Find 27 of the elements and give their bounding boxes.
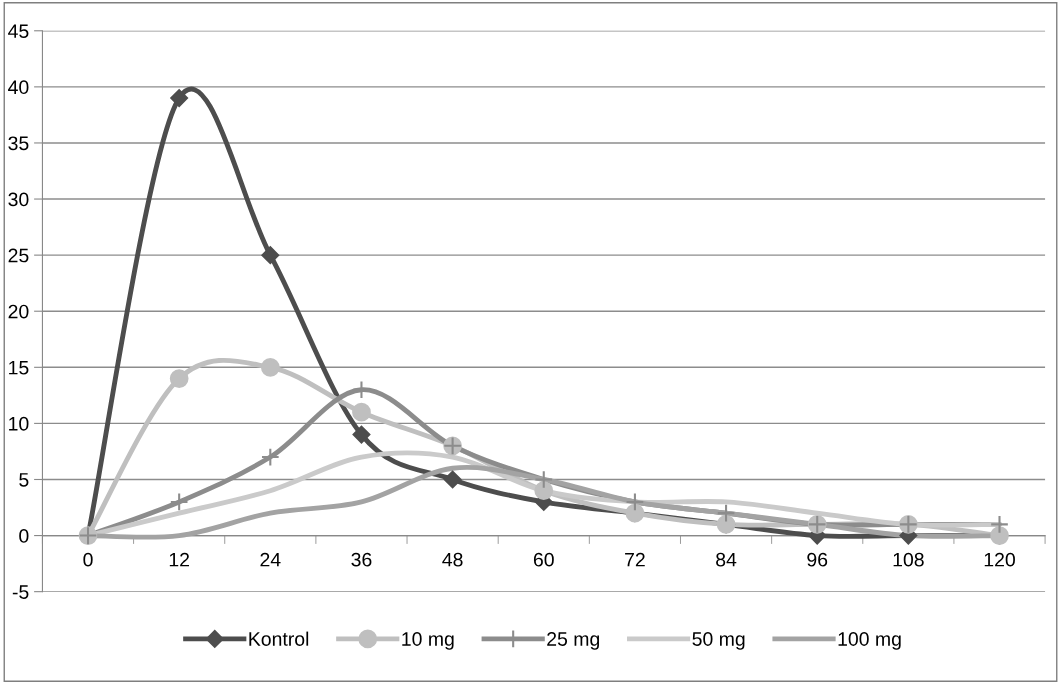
y-tick-label: 35 [8, 136, 29, 151]
legend-label: 100 mg [838, 632, 901, 650]
x-tick-label: 72 [625, 552, 645, 567]
legend-label: 25 mg [547, 632, 600, 650]
x-tick-label: 120 [984, 552, 1015, 567]
y-tick-label: -5 [12, 585, 29, 599]
y-tick-label: 25 [8, 248, 29, 263]
y-tick-label: 45 [8, 24, 29, 39]
legend-label: 50 mg [692, 632, 745, 650]
x-tick-label: 108 [893, 552, 924, 567]
x-tick-label: 12 [169, 552, 189, 567]
y-tick-label: 40 [8, 80, 29, 95]
y-tick-label: 0 [19, 529, 29, 543]
y-tick-label: 15 [9, 360, 29, 375]
legend-label: 10 mg [402, 632, 454, 650]
y-tick-label: 20 [8, 304, 29, 319]
legend-label: Kontrol [249, 631, 309, 646]
x-tick-label: 96 [807, 552, 828, 567]
x-tick-label: 84 [716, 552, 737, 567]
y-tick-label: 10 [9, 416, 29, 431]
x-tick-label: 24 [260, 552, 281, 567]
x-tick-label: 0 [83, 552, 93, 567]
y-tick-label: 5 [19, 473, 29, 487]
x-tick-label: 48 [442, 552, 463, 567]
y-tick-label: 30 [8, 192, 29, 207]
x-tick-label: 36 [351, 552, 372, 567]
x-tick-label: 60 [533, 552, 554, 567]
